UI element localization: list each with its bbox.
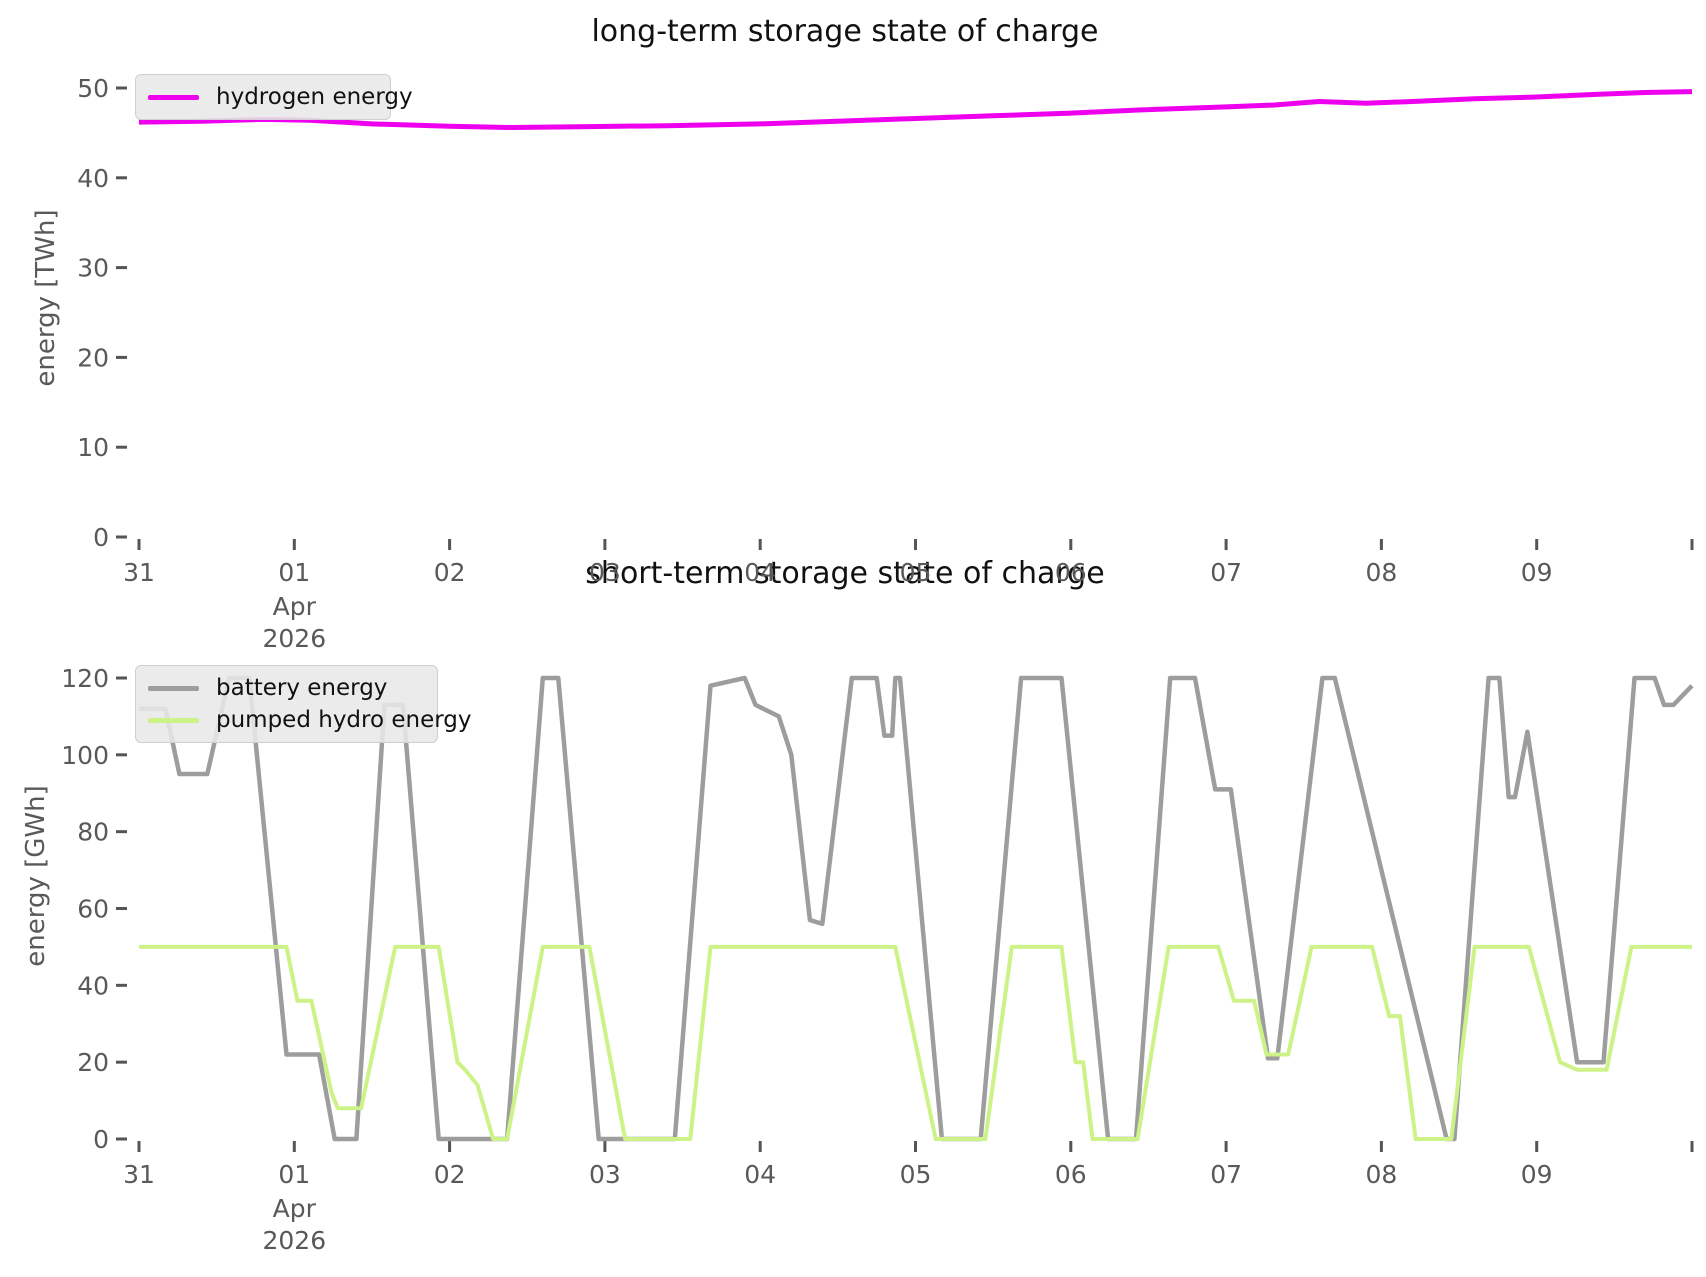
x-tick-label: 31 (123, 558, 155, 587)
x-tick-label: 01 (278, 1160, 310, 1189)
legend-label-battery: battery energy (216, 675, 388, 701)
x-tick-label: 08 (1365, 558, 1397, 587)
y-tick-label: 0 (93, 523, 109, 552)
y-tick-label: 40 (77, 164, 109, 193)
x-tick-label: 04 (744, 1160, 776, 1189)
battery-energy-line (139, 675, 1694, 1142)
y-tick-label: 20 (77, 343, 109, 372)
battery-energy-swatch (148, 685, 199, 691)
y-tick-label: 120 (61, 664, 109, 693)
pumped-hydro-energy-line (139, 944, 1692, 1141)
x-tick-label: 07 (1210, 1160, 1242, 1189)
x-tick-label: 01 (278, 558, 310, 587)
y-tick-label: 20 (77, 1048, 109, 1077)
x-tick-label: 06 (1055, 1160, 1087, 1189)
x-tick-label: 09 (1521, 1160, 1553, 1189)
y-tick-label: 60 (77, 894, 109, 923)
legend-label-hydrogen: hydrogen energy (216, 84, 413, 110)
x-tick-label: 06 (1055, 558, 1087, 587)
x-axis-sublabel: 2026 (262, 624, 326, 653)
y-tick-label: 80 (77, 818, 109, 847)
hydrogen-energy-line (138, 89, 1693, 130)
x-tick-label: 03 (589, 558, 621, 587)
legend-label-pumped-hydro: pumped hydro energy (216, 707, 472, 733)
x-tick-label: 05 (900, 558, 932, 587)
legend-entry-hydrogen: hydrogen energy (148, 81, 413, 113)
x-axis-sublabel: Apr (273, 592, 317, 621)
y-tick-label: 50 (77, 74, 109, 103)
x-tick-label: 02 (434, 1160, 466, 1189)
hydrogen-energy-swatch (148, 94, 199, 100)
x-tick-label: 04 (744, 558, 776, 587)
y-tick-label: 100 (61, 741, 109, 770)
pumped-hydro-energy-swatch (148, 717, 199, 723)
legend-long-term: hydrogen energy (135, 74, 413, 120)
y-tick-label: 10 (77, 433, 109, 462)
y-tick-label: 30 (77, 254, 109, 283)
x-tick-label: 31 (123, 1160, 155, 1189)
y-tick-label: 0 (93, 1125, 109, 1154)
long_term-axes: 0 10 20 30 40 50 31 01 02 03 04 05 06 07 08 09 Apr 2026 (77, 74, 1694, 653)
x-tick-label: 03 (589, 1160, 621, 1189)
chart-title-short-term: short-term storage state of charge (585, 556, 1105, 591)
legend-entry-pumped-hydro: pumped hydro energy (148, 704, 472, 736)
legend-short-term: battery energy pumped hydro energy (135, 665, 472, 743)
x-tick-label: 08 (1365, 1160, 1397, 1189)
chart-title-long-term: long-term storage state of charge (591, 14, 1099, 49)
x-axis-sublabel: 2026 (262, 1226, 326, 1255)
x-tick-label: 07 (1210, 558, 1242, 587)
x-tick-label: 05 (900, 1160, 932, 1189)
x-axis-sublabel: Apr (273, 1194, 317, 1223)
legend-entry-battery: battery energy (148, 672, 423, 704)
x-tick-label: 02 (434, 558, 466, 587)
y-tick-label: 40 (77, 971, 109, 1000)
short_term-axes: 0 20 40 60 80 100 120 31 01 02 03 04 05 06 07 08 09 Apr 20… (61, 664, 1694, 1255)
x-tick-label: 09 (1521, 558, 1553, 587)
